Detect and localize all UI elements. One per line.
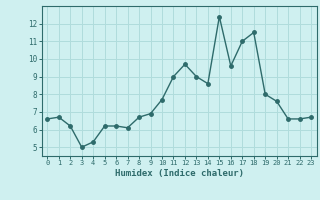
X-axis label: Humidex (Indice chaleur): Humidex (Indice chaleur)	[115, 169, 244, 178]
